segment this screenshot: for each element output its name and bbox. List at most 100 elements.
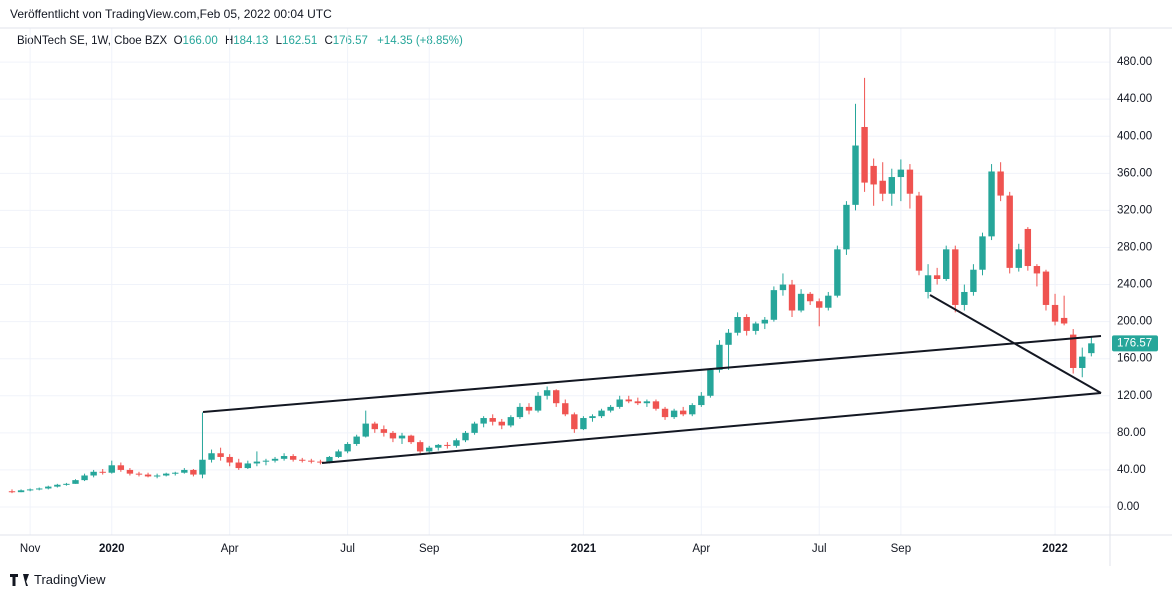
candle-body (979, 236, 986, 270)
candle-body (1033, 266, 1041, 274)
candle-body (326, 456, 333, 463)
candle-body (407, 435, 415, 443)
candle-body (117, 465, 125, 470)
ohlc-value: 166.00 (182, 35, 218, 47)
x-tick-label: Jul (812, 543, 827, 555)
candle-body (489, 418, 496, 422)
candle-body (534, 395, 542, 411)
candle-body (353, 436, 360, 444)
candle-body (915, 195, 923, 271)
candle-body (81, 475, 88, 481)
trendline (321, 392, 1102, 464)
candle-body (752, 323, 759, 331)
candle-body (135, 473, 143, 475)
y-tick-label: 80.00 (1117, 427, 1146, 439)
candle-body (643, 401, 651, 404)
x-tick-label: 2021 (571, 543, 597, 555)
candle-body (72, 480, 79, 484)
candle-body (398, 435, 406, 439)
candle-body (689, 405, 696, 415)
candle-body (788, 284, 796, 311)
candle-body (280, 456, 288, 459)
candle-body (335, 451, 342, 457)
candle-body (462, 432, 469, 441)
y-tick-label: 280.00 (1117, 242, 1152, 254)
candle-body (816, 301, 823, 308)
candle-body (244, 463, 252, 469)
candle-body (806, 293, 814, 302)
candle-body (480, 418, 487, 424)
candle-body (679, 410, 687, 415)
candle-body (1060, 317, 1068, 324)
candle-body (516, 406, 524, 418)
candle-body (444, 444, 451, 446)
y-tick-label: 440.00 (1117, 93, 1152, 105)
candle-body (36, 488, 43, 490)
candle-body (435, 444, 442, 448)
candle-body (426, 447, 433, 452)
candle-body (861, 126, 868, 183)
candle-body (507, 417, 515, 426)
candle-body (743, 316, 750, 331)
candle-body (770, 290, 778, 320)
candle-body (906, 169, 914, 194)
candle-body (716, 344, 723, 370)
candle-body (598, 410, 605, 417)
candle-body (371, 423, 378, 430)
candle-body (997, 171, 1004, 196)
candle-body (1006, 195, 1013, 268)
candle-body (1042, 271, 1050, 305)
candle-body (616, 399, 623, 407)
candle-body (54, 484, 61, 487)
candle-body (235, 462, 242, 469)
candle-body (1079, 356, 1086, 368)
candle-body (725, 332, 732, 345)
candle-body (1069, 334, 1077, 368)
candle-body (226, 456, 233, 463)
candle-body (17, 490, 25, 493)
candle-body (162, 473, 170, 476)
grid (0, 28, 1110, 535)
change: +14.35 (+8.85%) (377, 35, 463, 47)
candle-body (389, 432, 397, 439)
candle-body (797, 293, 805, 311)
x-tick-label: 2020 (99, 543, 125, 555)
candle-body (153, 475, 161, 477)
candle-body (761, 319, 769, 324)
candle-body (172, 472, 179, 474)
candle-body (289, 456, 297, 460)
candle-body (625, 399, 632, 402)
candle-body (108, 465, 115, 473)
candle-body (416, 442, 424, 452)
candle-body (45, 486, 52, 489)
candle-body (852, 145, 859, 205)
candle-body (208, 453, 215, 460)
candle-body (8, 491, 16, 493)
candle-body (562, 403, 569, 415)
y-tick-label: 320.00 (1117, 204, 1152, 216)
published-note: Veröffentlicht von TradingView.com,Feb 0… (10, 7, 332, 21)
candle-body (607, 406, 614, 411)
x-tick-label: Sep (891, 543, 911, 555)
x-tick-label: Apr (221, 543, 239, 555)
axes: 0.00 40.00 80.00 120.00 160.00 200.00 240.00 28… (20, 56, 1158, 555)
candle-body (897, 169, 905, 178)
last-price-label: 176.57 (1117, 337, 1152, 349)
candle-body (498, 421, 505, 426)
y-tick-label: 160.00 (1117, 353, 1152, 365)
candle-body (734, 316, 741, 333)
candle-body (707, 369, 714, 396)
candle-body (525, 406, 533, 411)
ohlc-label: C (324, 35, 333, 47)
candle-body (634, 401, 642, 404)
candle-body (698, 395, 705, 406)
x-tick-label: Nov (20, 543, 41, 555)
chart: 0.00 40.00 80.00 120.00 160.00 200.00 240.00 28… (0, 27, 1172, 566)
candle-body (471, 423, 478, 433)
trendline (929, 294, 1102, 394)
candle-body (199, 459, 206, 475)
candle-body (779, 284, 787, 291)
x-tick-label: Apr (692, 543, 710, 555)
brand: TradingView (34, 572, 106, 587)
candle-body (543, 390, 551, 396)
